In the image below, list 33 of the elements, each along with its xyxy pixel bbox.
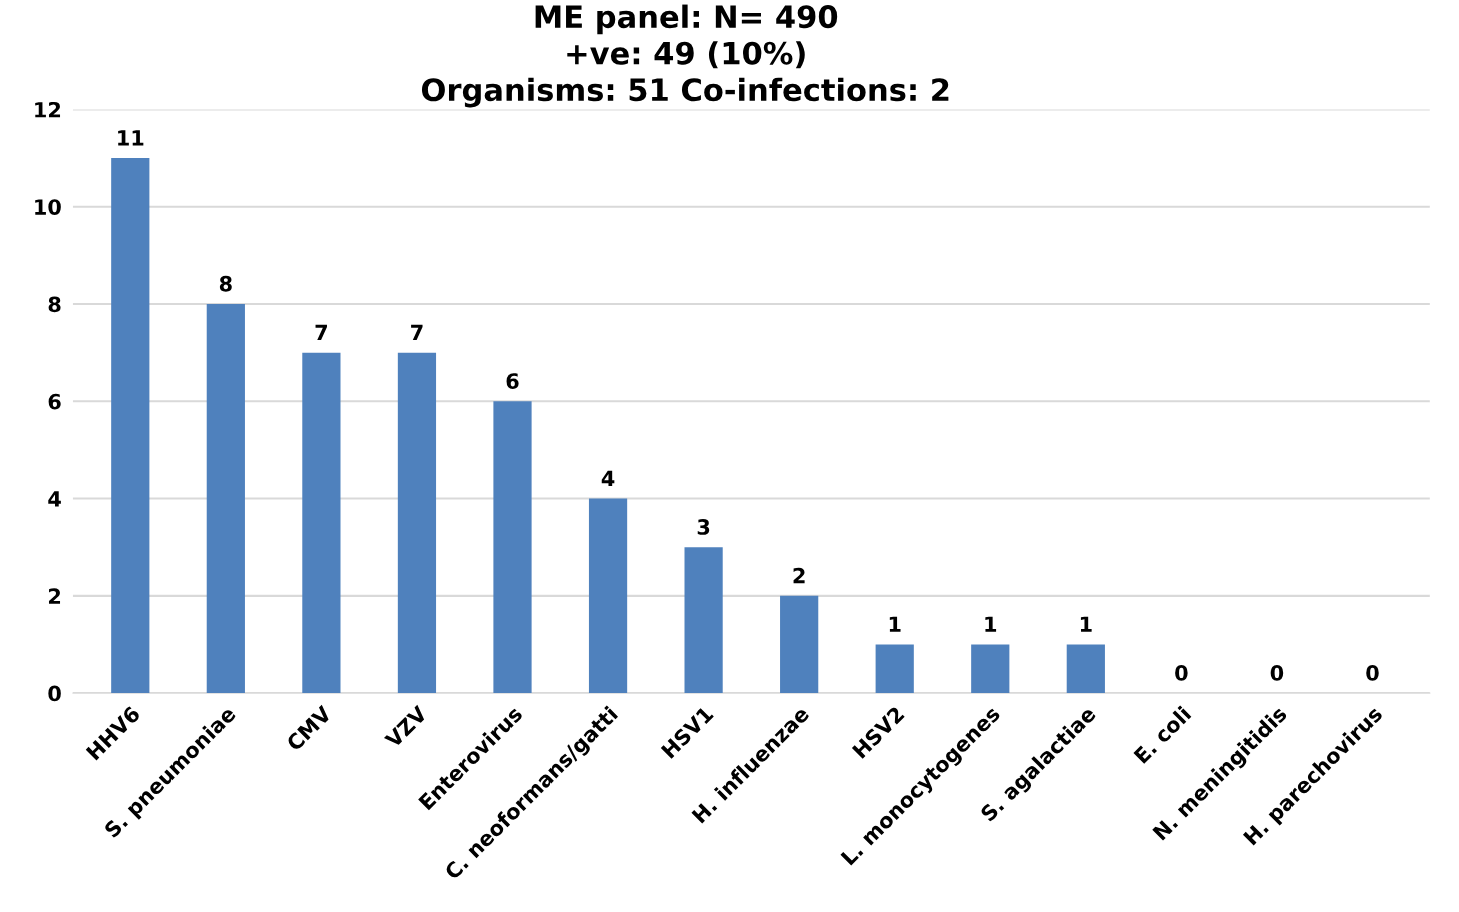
bar — [684, 547, 723, 694]
bar — [875, 644, 914, 694]
data-label: 6 — [506, 373, 519, 389]
bar — [397, 352, 437, 694]
y-tick-label: 8 — [48, 296, 61, 313]
data-label: 4 — [601, 470, 615, 486]
data-label: 2 — [793, 567, 805, 584]
bar — [206, 304, 245, 694]
bar — [302, 352, 341, 694]
y-tick-label: 2 — [48, 588, 61, 604]
data-label: 0 — [1366, 664, 1379, 681]
y-tick-label: 0 — [48, 685, 61, 702]
bar — [780, 595, 819, 694]
y-tick-label: 6 — [48, 393, 61, 410]
y-tick-label: 12 — [35, 101, 61, 118]
bar — [1066, 644, 1105, 694]
data-label: 1 — [1080, 616, 1092, 632]
bar — [971, 644, 1010, 694]
data-label: 7 — [315, 324, 327, 340]
bar — [588, 498, 628, 694]
data-label: 1 — [985, 616, 997, 632]
data-label: 0 — [1270, 664, 1284, 681]
y-tick-label: 4 — [48, 491, 61, 507]
data-label: 7 — [411, 324, 423, 340]
data-label: 1 — [889, 616, 901, 632]
data-label: 3 — [697, 519, 710, 535]
chart-title: ME panel: N= 490 +ve: 49 (10%) Organisms: 51 Co-infections: 2 — [421, 4, 949, 108]
bar — [493, 401, 532, 694]
data-label: 11 — [118, 130, 144, 146]
data-label: 8 — [219, 275, 232, 292]
data-label: 0 — [1175, 664, 1188, 681]
y-tick-label: 10 — [35, 199, 61, 215]
bar — [111, 158, 150, 694]
